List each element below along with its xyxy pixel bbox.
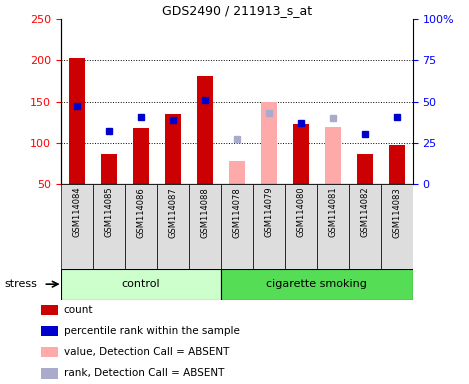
Text: rank, Detection Call = ABSENT: rank, Detection Call = ABSENT (64, 368, 224, 379)
Bar (221, 184, 253, 269)
Bar (41, 326, 58, 336)
Text: GSM114080: GSM114080 (296, 187, 305, 237)
Text: GSM114082: GSM114082 (360, 187, 369, 237)
Text: count: count (64, 305, 93, 315)
Bar (381, 184, 413, 269)
Text: control: control (121, 279, 160, 289)
Text: GSM114086: GSM114086 (136, 187, 145, 238)
Bar (349, 184, 381, 269)
Bar (61, 269, 221, 300)
Bar (389, 145, 405, 184)
Bar (165, 114, 181, 184)
Bar (157, 184, 189, 269)
Text: GSM114081: GSM114081 (328, 187, 337, 237)
Bar (93, 184, 125, 269)
Bar (101, 154, 117, 184)
Bar (41, 305, 58, 315)
Bar (197, 76, 213, 184)
Bar (41, 368, 58, 379)
Bar (317, 184, 349, 269)
Bar (325, 127, 341, 184)
Bar (253, 184, 285, 269)
Bar (41, 347, 58, 358)
Bar (61, 184, 93, 269)
Bar (261, 102, 277, 184)
Text: GSM114088: GSM114088 (200, 187, 209, 238)
Bar (229, 161, 245, 184)
Bar (293, 124, 309, 184)
Bar (357, 154, 373, 184)
Text: GSM114085: GSM114085 (105, 187, 113, 237)
Bar (69, 58, 85, 184)
Text: GSM114079: GSM114079 (265, 187, 273, 237)
Text: GSM114078: GSM114078 (232, 187, 242, 238)
Bar (125, 184, 157, 269)
Bar (285, 184, 317, 269)
Bar (189, 184, 221, 269)
Title: GDS2490 / 211913_s_at: GDS2490 / 211913_s_at (162, 3, 312, 17)
Text: cigarette smoking: cigarette smoking (266, 279, 367, 289)
Text: GSM114087: GSM114087 (168, 187, 177, 238)
Text: GSM114083: GSM114083 (392, 187, 401, 238)
Bar (133, 128, 149, 184)
Text: value, Detection Call = ABSENT: value, Detection Call = ABSENT (64, 347, 229, 358)
Text: percentile rank within the sample: percentile rank within the sample (64, 326, 240, 336)
Text: GSM114084: GSM114084 (72, 187, 82, 237)
Bar (221, 269, 413, 300)
Text: stress: stress (5, 279, 38, 289)
